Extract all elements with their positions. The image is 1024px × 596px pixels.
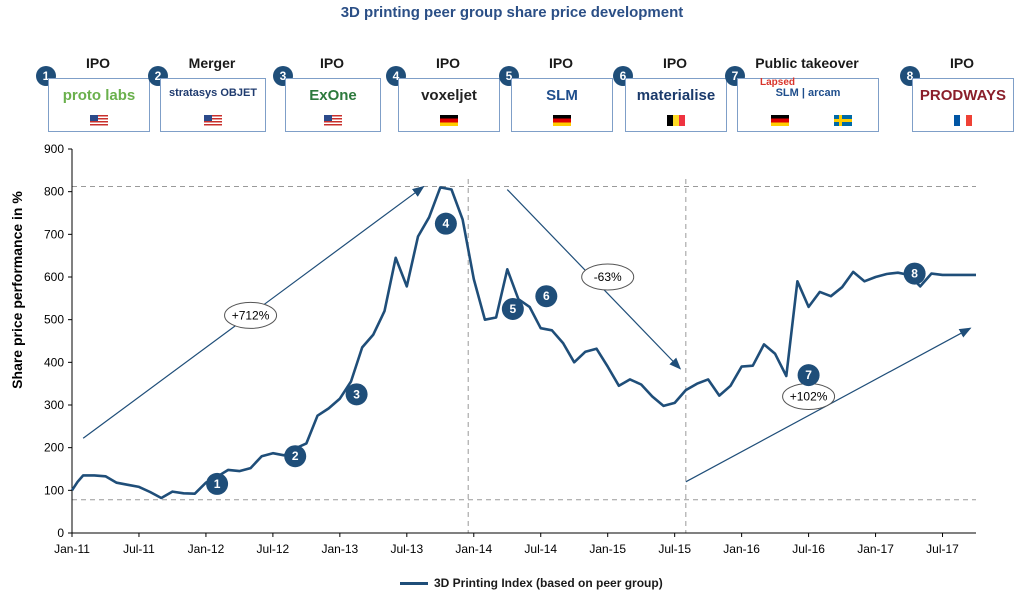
- x-tick-label: Jul-11: [123, 542, 155, 556]
- company-logo: SLM | arcam: [775, 87, 841, 99]
- company-logo: voxeljet: [421, 87, 477, 104]
- company-logo: ExOne: [309, 87, 357, 104]
- event-marker-label: 8: [911, 267, 918, 281]
- y-tick-label: 800: [44, 185, 64, 199]
- event-marker-label: 1: [214, 477, 221, 491]
- event-label-4: IPO: [435, 55, 461, 71]
- x-tick-label: Jan-17: [857, 542, 894, 556]
- y-tick-label: 200: [44, 441, 64, 455]
- y-tick-label: 900: [44, 142, 64, 156]
- event-marker: [797, 364, 820, 387]
- event-marker: [535, 285, 558, 308]
- x-tick-label: Jul-17: [926, 542, 959, 556]
- company-logo: stratasys OBJET: [168, 87, 258, 99]
- x-tick-label: Jan-14: [455, 542, 492, 556]
- event-marker: [501, 298, 524, 320]
- event-marker: [206, 472, 229, 495]
- company-logo: materialise: [636, 87, 716, 104]
- y-tick-label: 100: [44, 483, 64, 497]
- company-logo-box-7: SLM | arcam Lapsed: [737, 77, 879, 132]
- event-marker: [284, 445, 307, 468]
- event-label-7: Public takeover: [755, 55, 859, 71]
- annotation-bubble: [581, 263, 635, 291]
- event-marker-label: 3: [353, 387, 360, 401]
- legend-swatch: [400, 582, 428, 586]
- flag-de-icon: [771, 115, 789, 126]
- company-logo: SLM: [546, 87, 578, 104]
- y-tick-label: 700: [44, 227, 64, 241]
- annotation-label: -63%: [594, 270, 622, 284]
- event-marker-label: 6: [543, 289, 550, 303]
- event-marker: [345, 383, 368, 406]
- x-tick-label: Jul-14: [524, 542, 557, 556]
- chart-legend: 3D Printing Index (based on peer group): [400, 576, 663, 590]
- y-tick-label: 300: [44, 398, 64, 412]
- annotation-label: +102%: [790, 389, 828, 403]
- x-tick-label: Jan-13: [322, 542, 359, 556]
- annotation-bubble: [224, 301, 278, 329]
- x-tick-label: Jan-11: [54, 542, 90, 556]
- event-marker-label: 4: [443, 217, 450, 231]
- event-label-2: Merger: [188, 55, 236, 71]
- flag-us-icon: [324, 115, 342, 126]
- y-tick-label: 400: [44, 355, 64, 369]
- flag-us-icon: [90, 115, 108, 126]
- legend-label: 3D Printing Index (based on peer group): [434, 576, 663, 590]
- x-tick-label: Jul-12: [257, 542, 290, 556]
- y-axis-label: Share price performance in %: [9, 191, 25, 389]
- event-label-5: IPO: [548, 55, 574, 71]
- lapsed-label: Lapsed: [760, 77, 796, 88]
- flag-be-icon: [667, 115, 685, 126]
- company-logo-box-3: ExOne: [285, 78, 381, 132]
- event-marker: [434, 212, 457, 235]
- series-line: [70, 186, 976, 500]
- y-tick-label: 600: [44, 270, 64, 284]
- x-tick-label: Jan-12: [188, 542, 225, 556]
- x-tick-label: Jul-15: [658, 542, 691, 556]
- company-logo: PRODWAYS: [919, 87, 1007, 104]
- chart-title: 3D printing peer group share price devel…: [340, 4, 684, 21]
- flag-de-icon: [553, 115, 571, 126]
- event-marker: [903, 262, 926, 285]
- annotation-label: +712%: [232, 308, 270, 322]
- flag-us-icon: [204, 115, 222, 126]
- flag-fr-icon: [954, 115, 972, 126]
- company-logo-box-8: PRODWAYS: [912, 78, 1014, 132]
- event-label-6: IPO: [662, 55, 688, 71]
- event-label-1: IPO: [85, 55, 111, 71]
- event-marker-label: 7: [805, 368, 812, 382]
- x-tick-label: Jan-16: [723, 542, 760, 556]
- x-tick-label: Jul-16: [792, 542, 825, 556]
- company-logo-box-4: voxeljet: [398, 78, 500, 132]
- company-logo-box-1: proto labs: [48, 78, 150, 132]
- x-tick-label: Jan-15: [589, 542, 626, 556]
- y-tick-label: 500: [44, 313, 64, 327]
- flag-de-icon: [440, 115, 458, 126]
- company-logo-box-6: materialise: [625, 78, 727, 132]
- x-tick-label: Jul-13: [390, 542, 423, 556]
- event-label-8: IPO: [949, 55, 975, 71]
- event-label-3: IPO: [319, 55, 345, 71]
- flag-se-icon: [834, 115, 852, 126]
- event-marker-label: 2: [292, 449, 299, 463]
- company-logo-box-2: stratasys OBJET: [160, 78, 266, 132]
- y-tick-label: 0: [57, 526, 64, 540]
- company-logo-box-5: SLM: [511, 78, 613, 132]
- company-logo: proto labs: [62, 87, 136, 104]
- event-marker-label: 5: [509, 302, 516, 316]
